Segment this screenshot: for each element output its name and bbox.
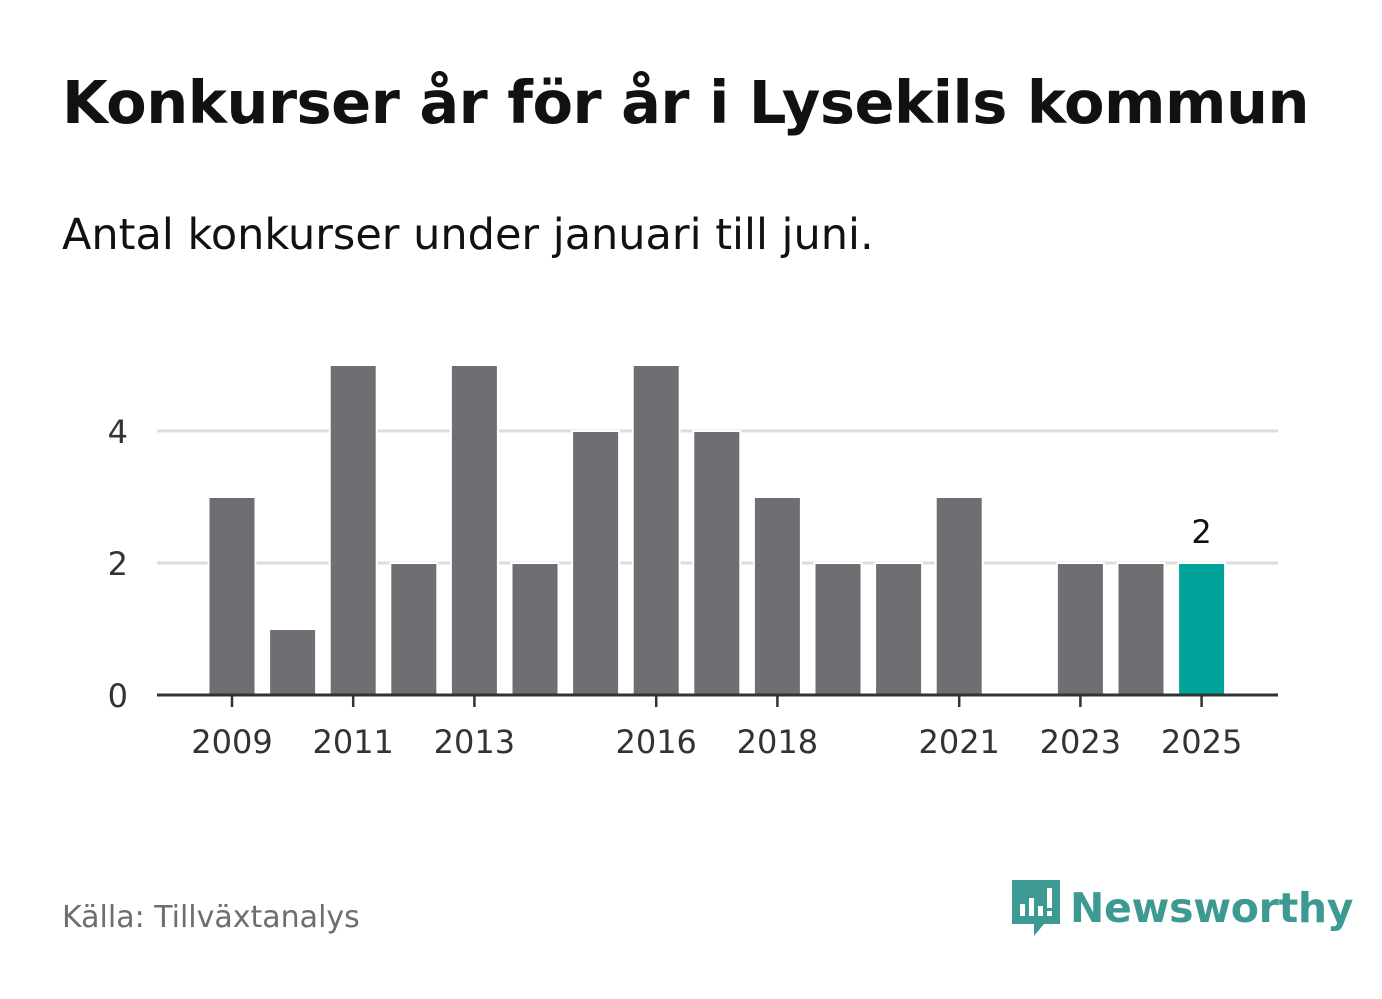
x-tick-label: 2023 [1040, 723, 1121, 761]
bars [207, 364, 1227, 696]
value-labels: 2 [1191, 513, 1211, 551]
x-tick-label: 2021 [918, 723, 999, 761]
bar-2023 [1055, 562, 1105, 696]
brand-logo: Newsworthy [1010, 878, 1353, 938]
x-tick-label: 2009 [191, 723, 272, 761]
y-tick-label: 2 [108, 545, 128, 583]
y-tick-label: 4 [108, 413, 128, 451]
bar-2024 [1116, 562, 1166, 696]
bar-2017 [692, 430, 742, 696]
bar-2016 [631, 364, 681, 696]
data-label-2025: 2 [1191, 513, 1211, 551]
page-title: Konkurser år för år i Lysekils kommun [62, 68, 1310, 137]
x-tick-label: 2011 [312, 723, 393, 761]
source-note: Källa: Tillväxtanalys [62, 900, 360, 935]
x-tick-label: 2013 [434, 723, 515, 761]
x-tick-label: 2016 [615, 723, 696, 761]
bar-2013 [449, 364, 499, 696]
bar-2012 [389, 562, 439, 696]
y-axis-ticks: 0 2 4 [108, 413, 128, 715]
bar-2025 [1177, 562, 1227, 696]
y-tick-label: 0 [108, 677, 128, 715]
page-subtitle: Antal konkurser under januari till juni. [62, 210, 874, 260]
brand-name: Newsworthy [1070, 884, 1354, 932]
bar-2019 [813, 562, 863, 696]
bar-2021 [934, 496, 984, 696]
bar-2010 [268, 628, 318, 696]
bar-2018 [752, 496, 802, 696]
bar-2009 [207, 496, 257, 696]
bar-2015 [571, 430, 621, 696]
newsworthy-logo-icon [1012, 880, 1060, 936]
x-tick-label: 2018 [737, 723, 818, 761]
bar-2014 [510, 562, 560, 696]
x-axis: 2009 2011 2013 2016 2018 2021 2023 2025 [157, 693, 1278, 761]
bar-2011 [328, 364, 378, 696]
bar-2020 [874, 562, 924, 696]
x-tick-label: 2025 [1161, 723, 1242, 761]
